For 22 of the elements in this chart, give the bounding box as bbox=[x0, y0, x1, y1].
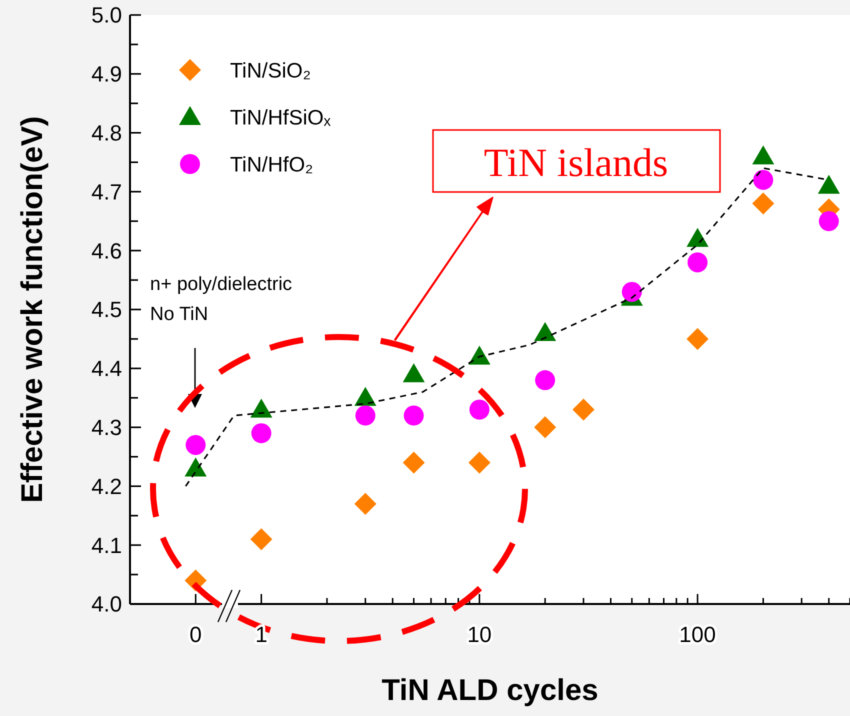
y-tick-label: 4.7 bbox=[91, 179, 122, 204]
y-tick-label: 4.1 bbox=[91, 532, 122, 558]
y-tick-label: 4.0 bbox=[91, 592, 122, 617]
y-tick-label: 4.8 bbox=[91, 120, 122, 146]
y-axis-title: Effective work function(eV) bbox=[16, 116, 49, 503]
y-tick-label: 4.2 bbox=[91, 474, 122, 499]
y-tick-label: 4.6 bbox=[91, 238, 122, 264]
annotation: TiN islands bbox=[484, 140, 668, 185]
x-tick-label: 0 bbox=[190, 622, 202, 647]
x-tick-label: 10 bbox=[467, 622, 492, 647]
x-axis-title: TiN ALD cycles bbox=[382, 674, 598, 707]
y-tick-label: 4.3 bbox=[91, 415, 122, 440]
legend-label: TiN/HfSiOₓ bbox=[230, 106, 331, 130]
legend-label: TiN/HfO₂ bbox=[230, 153, 314, 176]
legend-label: TiN/SiO₂ bbox=[230, 59, 311, 82]
y-tick-label: 4.9 bbox=[91, 62, 122, 87]
x-tick-label: 1 bbox=[255, 622, 268, 647]
annotation: n+ poly/dielectric No TiN bbox=[150, 274, 292, 325]
x-tick-label: 100 bbox=[679, 622, 716, 647]
y-tick-label: 5.0 bbox=[91, 2, 122, 28]
y-tick-label: 4.5 bbox=[91, 297, 122, 322]
y-tick-label: 4.4 bbox=[91, 356, 122, 382]
